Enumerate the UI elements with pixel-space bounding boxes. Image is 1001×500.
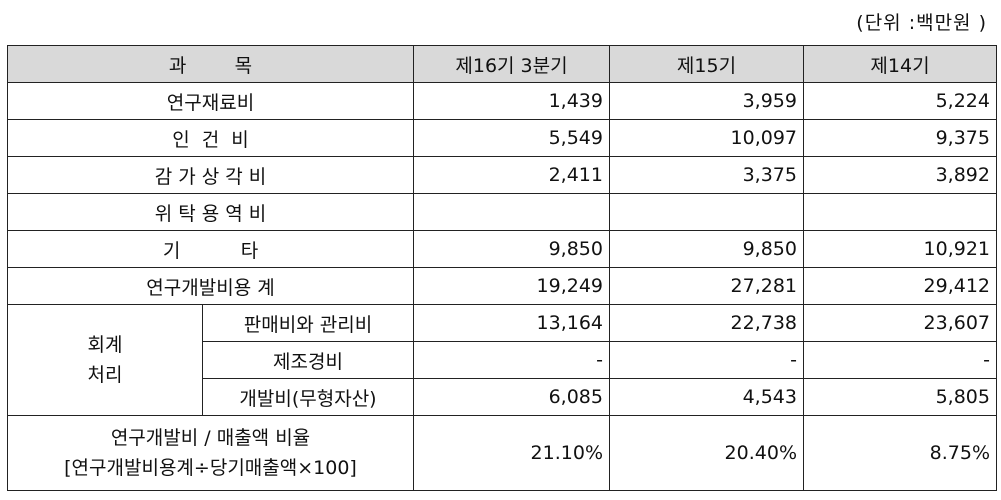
header-subject: 과 목 [7,45,414,83]
cell-value: - [413,341,610,379]
row-sga: 회계 처리 판매비와 관리비 13,164 22,738 23,607 [7,304,997,416]
row-materials: 연구재료비 1,439 3,959 5,224 [7,82,997,120]
rnd-expense-table: 과 목 제16기 3분기 제15기 제14기 연구재료비 1,439 3,959… [7,45,997,491]
cell-value: 3,959 [609,82,804,120]
row-label: 인 건 비 [7,119,414,157]
cell-value: 8.75% [803,415,997,491]
row-label: 판매비와 관리비 [202,304,414,342]
row-label: 연구개발비용 계 [7,267,414,305]
cell-value: 22,738 [609,304,804,342]
cell-value: 2,411 [413,156,610,194]
cell-value: 4,543 [609,378,804,416]
row-label: 감 가 상 각 비 [7,156,414,194]
cell-value: 5,224 [803,82,997,120]
header-col3: 제14기 [803,45,997,83]
row-label: 개발비(무형자산) [202,378,414,416]
accounting-group-label: 회계 처리 [7,304,203,416]
cell-value: 29,412 [803,267,997,305]
ratio-label: 연구개발비 / 매출액 비율 [연구개발비용계÷당기매출액×100] [7,415,414,491]
cell-value [413,193,610,231]
row-label: 제조경비 [202,341,414,379]
cell-value: 20.40% [609,415,804,491]
row-labor: 인 건 비 5,549 10,097 9,375 [7,119,997,157]
row-other: 기 타 9,850 9,850 10,921 [7,230,997,268]
row-total: 연구개발비용 계 19,249 27,281 29,412 [7,267,997,305]
row-ratio: 연구개발비 / 매출액 비율 [연구개발비용계÷당기매출액×100] 21.10… [7,415,997,491]
cell-value: - [803,341,997,379]
row-label: 위 탁 용 역 비 [7,193,414,231]
cell-value: 19,249 [413,267,610,305]
cell-value: 21.10% [413,415,610,491]
cell-value: 5,549 [413,119,610,157]
cell-value: 13,164 [413,304,610,342]
accounting-group-line2: 처리 [87,364,123,386]
row-outsourcing: 위 탁 용 역 비 [7,193,997,231]
cell-value: 3,375 [609,156,804,194]
ratio-label-line1: 연구개발비 / 매출액 비율 [110,427,311,449]
cell-value: 6,085 [413,378,610,416]
cell-value: 10,097 [609,119,804,157]
row-label: 연구재료비 [7,82,414,120]
cell-value: 23,607 [803,304,997,342]
unit-note: (단위 :백만원 ) [856,12,987,34]
header-row: 과 목 제16기 3분기 제15기 제14기 [7,45,997,83]
row-depreciation: 감 가 상 각 비 2,411 3,375 3,892 [7,156,997,194]
cell-value: 9,850 [609,230,804,268]
cell-value [803,193,997,231]
cell-value: 3,892 [803,156,997,194]
accounting-group-line1: 회계 [87,334,123,356]
cell-value: 9,375 [803,119,997,157]
cell-value: 1,439 [413,82,610,120]
header-col2: 제15기 [609,45,804,83]
cell-value: 5,805 [803,378,997,416]
ratio-label-line2: [연구개발비용계÷당기매출액×100] [64,457,357,479]
row-label: 기 타 [7,230,414,268]
cell-value: 10,921 [803,230,997,268]
header-col1: 제16기 3분기 [413,45,610,83]
cell-value: 27,281 [609,267,804,305]
cell-value: - [609,341,804,379]
cell-value: 9,850 [413,230,610,268]
cell-value [609,193,804,231]
row-manufacturing: 제조경비 - - - [8,341,997,379]
